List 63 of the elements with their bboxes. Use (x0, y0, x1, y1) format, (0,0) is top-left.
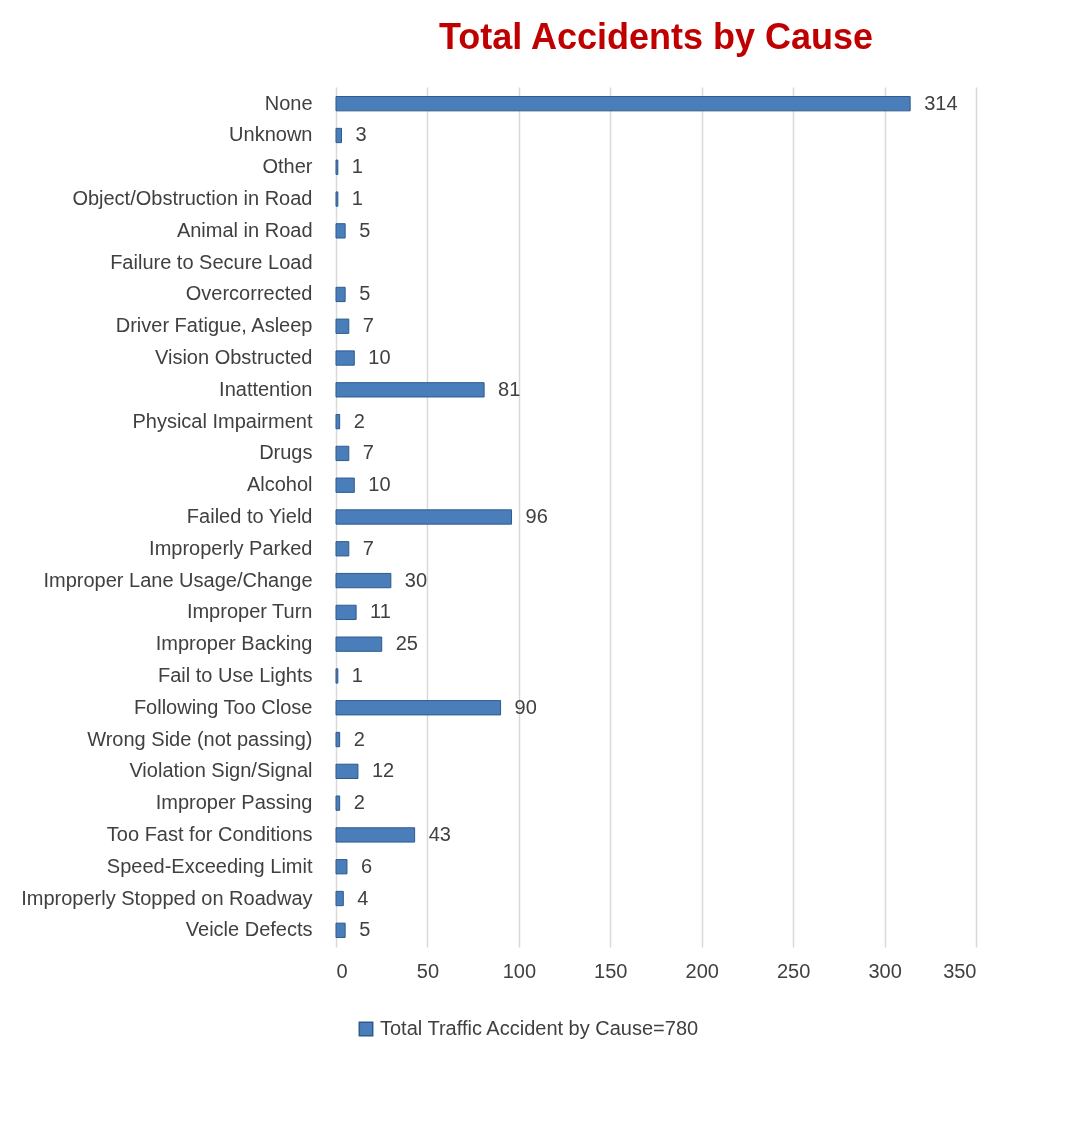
data-label: 96 (525, 505, 548, 527)
y-tick-label: Failed to Yield (186, 505, 313, 527)
data-label: 10 (368, 346, 391, 369)
y-tick-label: Wrong Side (not passing) (87, 727, 313, 750)
data-label: 5 (359, 918, 371, 941)
data-label: 7 (362, 441, 374, 464)
data-label: 11 (370, 600, 391, 623)
x-tick-label: 300 (868, 959, 902, 982)
data-label: 12 (371, 759, 395, 782)
x-tick-label: 250 (776, 959, 811, 982)
data-label: 1 (351, 155, 363, 178)
data-label: 5 (359, 282, 371, 305)
data-label: 2 (353, 791, 365, 814)
y-tick-label: None (264, 91, 313, 114)
data-label: 1 (351, 187, 363, 210)
y-tick-label: Fail to Use Lights (157, 663, 313, 686)
data-label: 4 (357, 886, 369, 909)
x-tick-label: 0 (336, 959, 348, 982)
y-tick-label: Alcohol (246, 473, 313, 496)
data-label: 3 (355, 123, 367, 146)
x-tick-label: 50 (416, 959, 440, 982)
data-label: 43 (428, 822, 451, 845)
data-label: 314 (924, 91, 958, 114)
y-tick-label: Improper Lane Usage/Change (43, 568, 313, 591)
y-tick-label: Drugs (259, 441, 313, 464)
x-tick-label: 200 (685, 959, 719, 982)
y-tick-label: Speed-Exceeding Limit (106, 854, 313, 877)
y-tick-label: Improper Backing (155, 632, 313, 655)
data-label: 90 (514, 695, 537, 718)
y-tick-label: Driver Fatigue, Asleep (115, 314, 313, 337)
x-tick-label: 150 (594, 959, 628, 982)
y-tick-label: Improperly Stopped on Roadway (21, 886, 313, 909)
y-tick-label: Improper Passing (155, 791, 313, 814)
data-label: 2 (353, 409, 365, 432)
y-tick-label: Improperly Parked (149, 536, 313, 559)
legend-label: Total Traffic Accident by Cause=780 (380, 1017, 699, 1039)
data-label: 2 (353, 727, 365, 750)
data-label: 7 (362, 314, 374, 337)
y-tick-label: Other (262, 155, 313, 178)
x-tick-label: 350 (943, 959, 977, 982)
x-tick-label: 100 (502, 959, 537, 982)
data-label: 30 (404, 568, 428, 591)
y-tick-label: Overcorrected (185, 282, 313, 305)
y-tick-label: Inattention (219, 377, 313, 400)
y-tick-label: Too Fast for Conditions (106, 822, 313, 845)
data-label: 6 (360, 854, 373, 877)
y-tick-label: Following Too Close (133, 695, 313, 718)
y-tick-label: Violation Sign/Signal (129, 759, 313, 782)
data-label: 5 (359, 218, 371, 241)
y-tick-label: Object/Obstruction in Road (72, 187, 313, 210)
y-tick-label: Physical Impairment (132, 409, 313, 432)
data-label: 1 (351, 663, 363, 686)
y-tick-label: Vision Obstructed (155, 346, 313, 369)
data-label: 10 (368, 473, 391, 496)
data-label: 25 (395, 632, 418, 655)
chart-title: Total Accidents by Cause (438, 16, 874, 57)
y-tick-label: Veicle Defects (185, 918, 313, 941)
y-tick-label: Failure to Secure Load (110, 250, 313, 273)
data-label: 7 (362, 536, 374, 559)
y-tick-label: Unknown (229, 123, 313, 146)
y-tick-label: Animal in Road (176, 218, 313, 241)
y-tick-label: Improper Turn (186, 600, 313, 623)
data-label: 81 (498, 377, 521, 400)
